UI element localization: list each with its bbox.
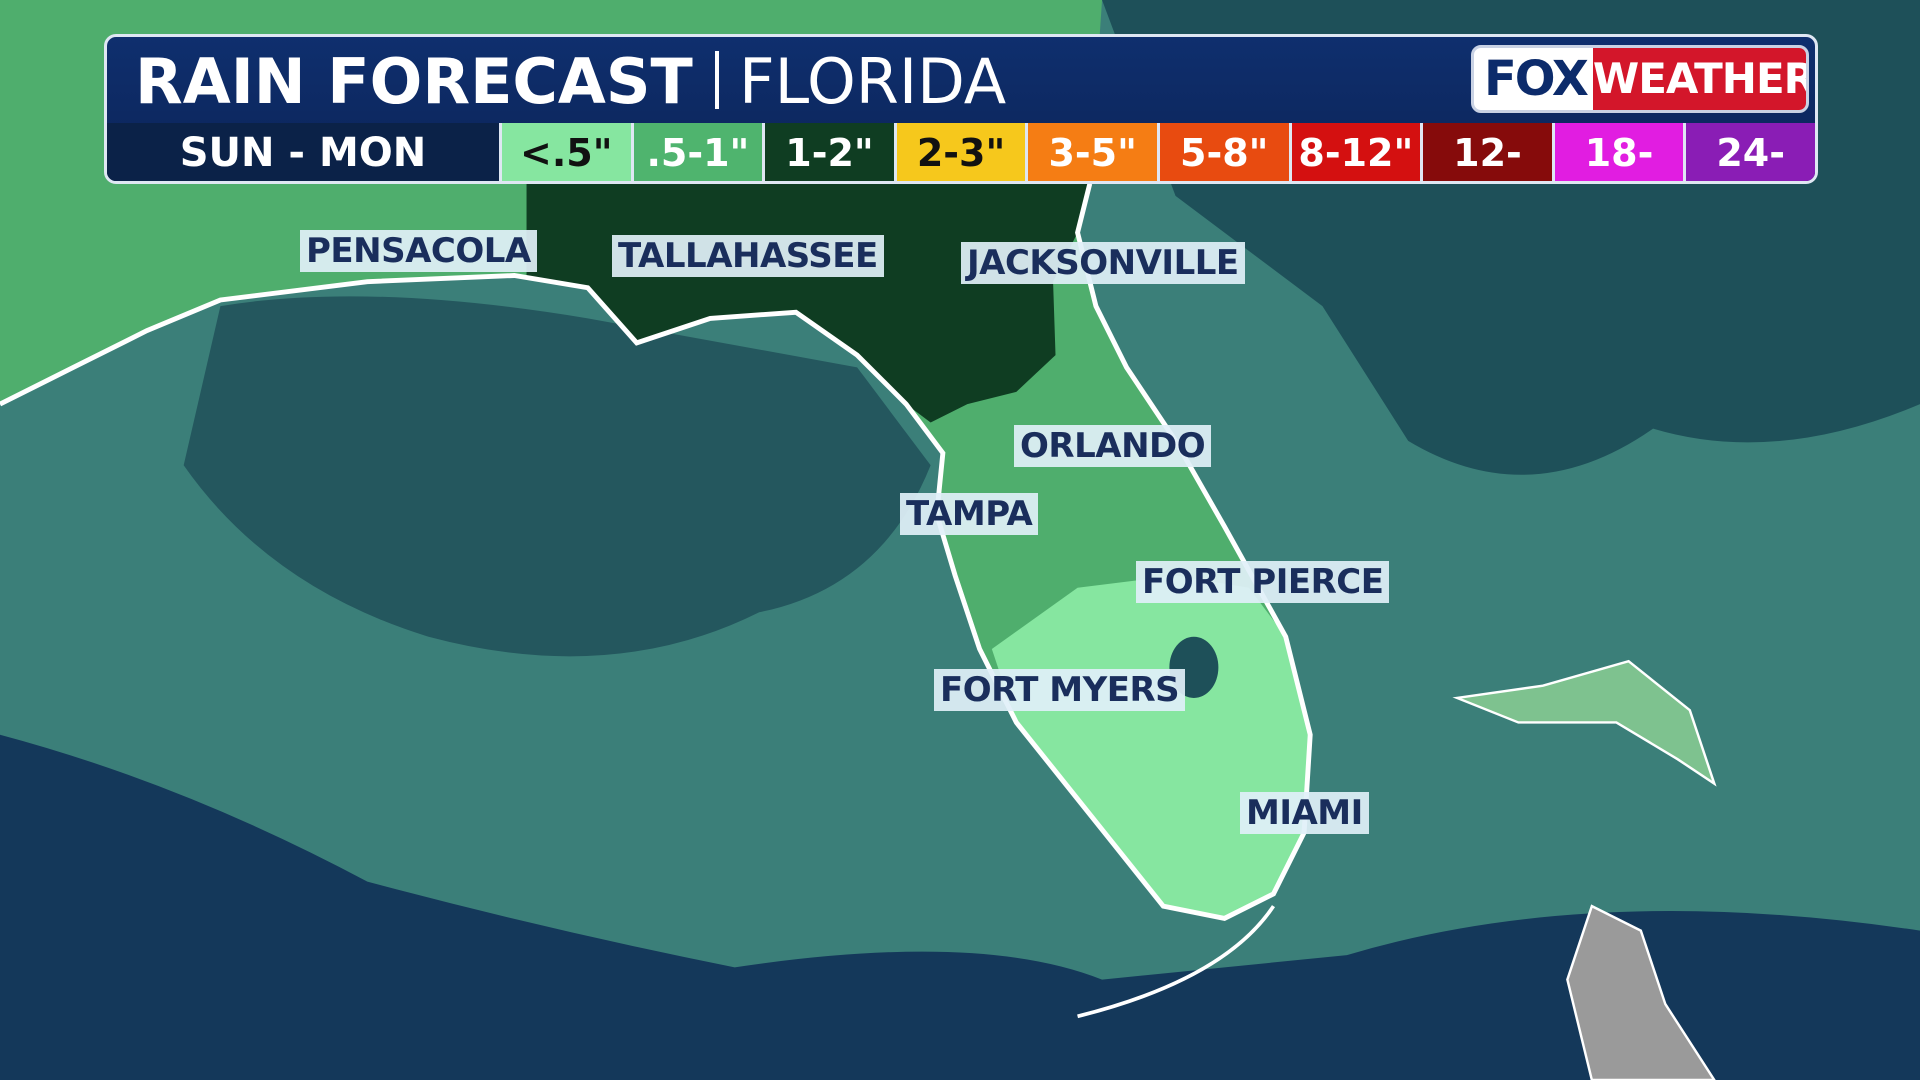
region: FLORIDA: [739, 45, 1007, 118]
logo-product: WEATHER: [1592, 48, 1806, 110]
separator: [715, 51, 719, 109]
city-label: MIAMI: [1240, 792, 1369, 834]
zone-under-half: [991, 575, 1311, 919]
city-label: FORT PIERCE: [1136, 561, 1390, 603]
cuba: [1566, 904, 1716, 1080]
logo-brand: FOX: [1484, 51, 1589, 107]
legend-entry: 8-12": [1288, 123, 1421, 181]
legend-entry: 12-18": [1420, 123, 1552, 181]
keys: [1077, 905, 1276, 1019]
legend-entry: 3-5": [1025, 123, 1157, 181]
period: SUN - MON: [107, 123, 499, 181]
legend-entry: 5-8": [1156, 123, 1289, 181]
legend-entry: 1-2": [762, 123, 894, 181]
southern-deep-water: [0, 734, 1920, 1080]
city-label: FORT MYERS: [934, 669, 1186, 711]
city-label: PENSACOLA: [300, 230, 537, 272]
legend-entry: <.5": [499, 123, 631, 181]
city-label: ORLANDO: [1014, 425, 1212, 467]
logo: FOX WEATHER: [1471, 45, 1809, 113]
legend-entry: 18-24": [1551, 123, 1684, 181]
title: RAIN FORECAST: [135, 45, 693, 118]
legend-entry: .5-1": [630, 123, 763, 181]
legend-entry: 2-3": [893, 123, 1026, 181]
header: RAIN FORECAST FLORIDA FOX WEATHER SUN - …: [104, 34, 1818, 184]
city-label: JACKSONVILLE: [961, 242, 1245, 284]
bahamas: [1452, 659, 1717, 787]
city-label: TALLAHASSEE: [612, 235, 884, 277]
coastline: [0, 183, 1313, 921]
legend-entry: 24-30": [1683, 123, 1815, 181]
city-label: TAMPA: [900, 493, 1039, 535]
legend: <.5".5-1"1-2"2-3"3-5"5-8"8-12"12-18"18-2…: [499, 123, 1815, 181]
gulf-dark-water: [183, 296, 931, 657]
